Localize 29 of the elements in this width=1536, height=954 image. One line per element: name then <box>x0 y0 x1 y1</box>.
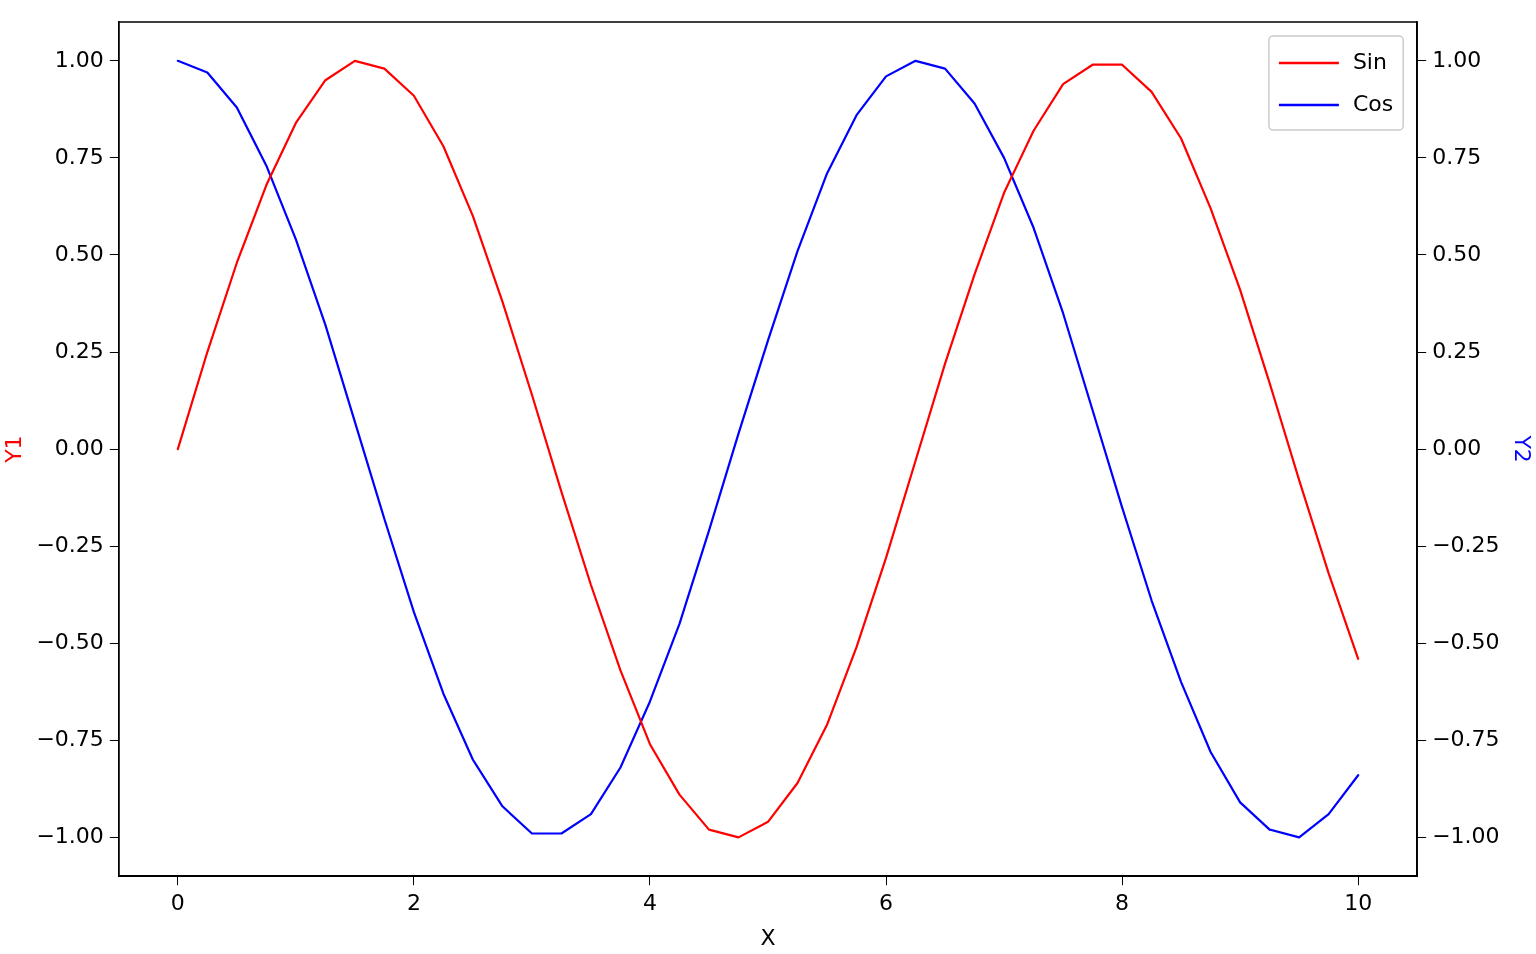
x-tick-label: 10 <box>1344 890 1373 916</box>
x-tick-label: 4 <box>642 890 657 916</box>
y-tick-label: 0.25 <box>54 337 104 363</box>
x-tick-label: 2 <box>406 890 421 916</box>
y2-tick-label: −0.75 <box>1432 726 1500 752</box>
y-tick-label: −1.00 <box>36 823 104 849</box>
y2-tick-label: 0.50 <box>1432 240 1482 266</box>
x-axis-title: X <box>760 924 776 950</box>
y-tick-label: 1.00 <box>54 46 104 72</box>
y2-tick-label: −0.25 <box>1432 531 1500 557</box>
x-tick-label: 0 <box>170 890 185 916</box>
y-axis-title: Y1 <box>0 435 26 464</box>
legend-label: Sin <box>1352 48 1387 74</box>
y-tick-label: −0.25 <box>36 531 104 557</box>
y2-tick-label: −0.50 <box>1432 628 1500 654</box>
y-tick-label: −0.75 <box>36 726 104 752</box>
y2-axis-title: Y2 <box>1510 434 1536 463</box>
x-tick-label: 6 <box>879 890 894 916</box>
y-tick-label: 0.00 <box>54 434 104 460</box>
y2-tick-label: 0.00 <box>1432 434 1482 460</box>
legend-label: Cos <box>1352 90 1394 116</box>
y-tick-label: 0.50 <box>54 240 104 266</box>
y2-tick-label: 1.00 <box>1432 46 1482 72</box>
y2-tick-label: 0.25 <box>1432 337 1482 363</box>
x-tick-label: 8 <box>1115 890 1130 916</box>
y-tick-label: 0.75 <box>54 143 104 169</box>
y2-tick-label: −1.00 <box>1432 823 1500 849</box>
y-tick-label: −0.50 <box>36 628 104 654</box>
y2-tick-label: 0.75 <box>1432 143 1482 169</box>
